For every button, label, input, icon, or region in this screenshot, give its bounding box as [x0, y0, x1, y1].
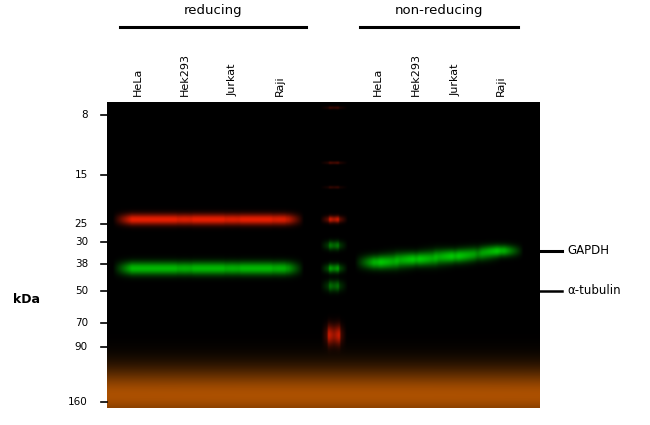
- Text: 30: 30: [75, 237, 88, 246]
- Text: reducing: reducing: [184, 4, 242, 17]
- Text: 15: 15: [75, 170, 88, 180]
- Text: 25: 25: [75, 219, 88, 229]
- Text: HeLa: HeLa: [372, 68, 382, 96]
- Text: Raji: Raji: [495, 76, 506, 96]
- Text: Raji: Raji: [275, 76, 285, 96]
- Text: 8: 8: [81, 110, 88, 120]
- Text: non-reducing: non-reducing: [395, 4, 483, 17]
- Text: 38: 38: [75, 259, 88, 269]
- Text: α-tubulin: α-tubulin: [567, 284, 621, 297]
- Text: GAPDH: GAPDH: [567, 244, 609, 257]
- Text: Jurkat: Jurkat: [227, 64, 238, 96]
- Text: Hek293: Hek293: [180, 53, 190, 96]
- Text: Jurkat: Jurkat: [450, 64, 460, 96]
- Text: kDa: kDa: [13, 293, 40, 306]
- Text: 160: 160: [68, 397, 88, 407]
- Text: HeLa: HeLa: [133, 68, 142, 96]
- Text: 90: 90: [75, 342, 88, 352]
- Text: 50: 50: [75, 286, 88, 296]
- Text: Hek293: Hek293: [411, 53, 421, 96]
- Text: 70: 70: [75, 318, 88, 328]
